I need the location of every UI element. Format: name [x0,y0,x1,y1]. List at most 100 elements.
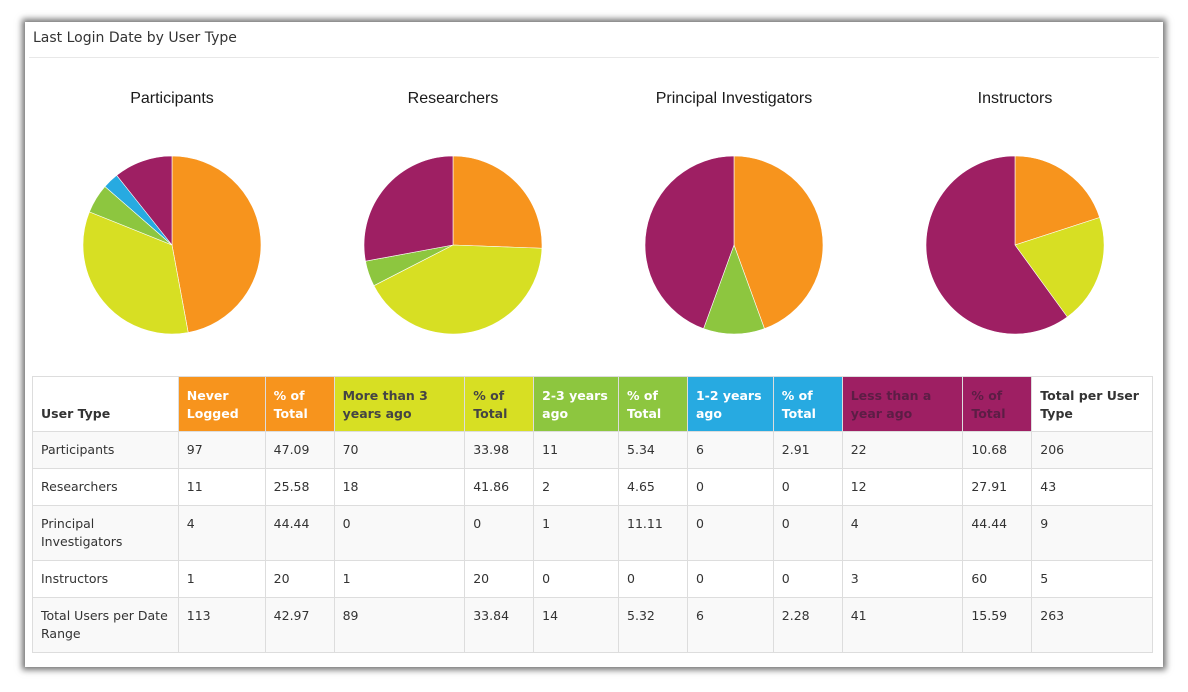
pie-slice-more-than-3-years-ago[interactable] [1014,217,1105,318]
header-less-than-a-year: Less than a year ago [841,376,964,432]
table-cell: 206 [1031,431,1153,469]
table-cell: 70 [333,431,466,469]
table-row-instructors: Instructors 1 20 1 20 0 0 0 0 3 60 5 [32,560,1153,598]
table-cell: 14 [533,597,620,653]
table-cell: 263 [1031,597,1153,653]
pie-slice-never-logged[interactable] [733,155,824,330]
table-cell: 47.09 [264,431,335,469]
table-cell: 9 [1031,505,1153,561]
chart-title-instructors: Instructors [977,90,1053,107]
login-date-panel: Last Login Date by User Type Participant… [25,22,1163,667]
table-cell: 0 [333,505,466,561]
table-cell: 113 [177,597,266,653]
table-cell: 10.68 [962,431,1033,469]
table-cell: 1 [177,560,266,598]
table-cell: 20 [464,560,535,598]
header-never-logged-pct: % of Total [264,376,335,432]
table-cell: Principal Investigators [32,505,179,561]
table-cell: 11 [177,468,266,506]
table-cell: Participants [32,431,179,469]
table-cell: 33.84 [464,597,535,653]
pie-charts-row: Participants Researchers Principal Inves… [25,82,1163,352]
table-cell: 22 [841,431,964,469]
pie-slice-never-logged[interactable] [171,155,262,333]
table-cell: 4 [177,505,266,561]
table-row-total: Total Users per Date Range 113 42.97 89 … [32,597,1153,653]
pie-chart-researchers [363,155,543,335]
table-row-principal-investigators: Principal Investigators 4 44.44 0 0 1 11… [32,505,1153,561]
login-data-table: User Type Never Logged % of Total More t… [32,376,1153,653]
pie-slice-less-than-a-year-ago[interactable] [925,155,1068,335]
table-cell: 11.11 [618,505,688,561]
table-cell: 6 [686,597,774,653]
table-cell: 0 [686,505,774,561]
table-cell: 4.65 [618,468,688,506]
table-cell: 15.59 [962,597,1033,653]
table-cell: 0 [686,560,774,598]
chart-title-researchers: Researchers [407,90,499,107]
pie-chart-principal-investigators [644,155,824,335]
pie-chart-participants [82,155,262,335]
pie-chart-instructors [925,155,1105,335]
table-cell: 0 [772,560,843,598]
pie-slice-never-logged[interactable] [452,155,543,249]
table-cell: 2.91 [772,431,843,469]
table-cell: 60 [962,560,1033,598]
table-cell: 0 [772,505,843,561]
table-cell: 2 [533,468,620,506]
table-cell: 6 [686,431,774,469]
header-more-than-3-years: More than 3 years ago [333,376,466,432]
table-cell: 44.44 [264,505,335,561]
table-cell: 0 [686,468,774,506]
table-cell: Researchers [32,468,179,506]
pie-slice-less-than-a-year-ago[interactable] [644,155,735,330]
header-more-than-3-years-pct: % of Total [464,376,535,432]
table-cell: 3 [841,560,964,598]
table-cell: 42.97 [264,597,335,653]
pie-slice-more-than-3-years-ago[interactable] [373,244,543,335]
table-cell: 97 [177,431,266,469]
pie-slice-never-logged[interactable] [1014,155,1101,246]
header-total-per-user-type: Total per User Type [1031,376,1153,432]
chart-title-principal-investigators: Principal Investigators [655,90,813,107]
table-cell: 0 [618,560,688,598]
table-cell: 12 [841,468,964,506]
table-cell: 43 [1031,468,1153,506]
table-cell: 44.44 [962,505,1033,561]
table-cell: 0 [464,505,535,561]
table-cell: 5 [1031,560,1153,598]
table-cell: 0 [533,560,620,598]
table-cell: 11 [533,431,620,469]
table-cell: Instructors [32,560,179,598]
table-cell: 20 [264,560,335,598]
table-row-researchers: Researchers 11 25.58 18 41.86 2 4.65 0 0… [32,468,1153,506]
header-never-logged: Never Logged [177,376,266,432]
table-cell: 4 [841,505,964,561]
header-2-3-years: 2-3 years ago [533,376,620,432]
table-cell: 2.28 [772,597,843,653]
panel-title: Last Login Date by User Type [33,30,237,46]
table-cell: 5.34 [618,431,688,469]
header-1-2-years: 1-2 years ago [686,376,774,432]
table-cell: 41.86 [464,468,535,506]
table-cell: 1 [533,505,620,561]
header-1-2-years-pct: % of Total [772,376,843,432]
table-cell: Total Users per Date Range [32,597,179,653]
table-cell: 25.58 [264,468,335,506]
chart-title-participants: Participants [130,90,214,107]
table-cell: 41 [841,597,964,653]
pie-slice-more-than-3-years-ago[interactable] [82,211,189,335]
table-cell: 33.98 [464,431,535,469]
pie-slice-less-than-a-year-ago[interactable] [116,155,173,246]
pie-slice-less-than-a-year-ago[interactable] [363,155,454,262]
table-cell: 5.32 [618,597,688,653]
table-header-row: User Type Never Logged % of Total More t… [32,376,1153,432]
table-cell: 89 [333,597,466,653]
header-user-type: User Type [32,376,179,432]
table-row-participants: Participants 97 47.09 70 33.98 11 5.34 6… [32,431,1153,469]
header-less-than-a-year-pct: % of Total [962,376,1033,432]
table-cell: 1 [333,560,466,598]
panel-divider [29,57,1159,58]
table-cell: 0 [772,468,843,506]
table-cell: 18 [333,468,466,506]
